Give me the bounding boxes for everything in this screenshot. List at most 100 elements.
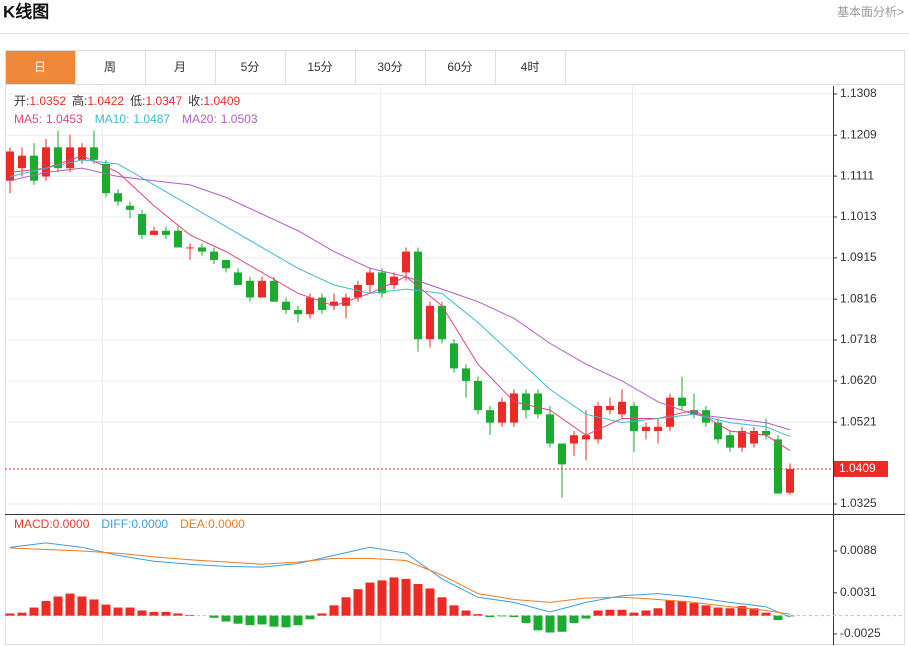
separators	[102, 86, 633, 645]
candle-body	[174, 230, 182, 248]
candle-body	[702, 410, 710, 423]
candle-body	[738, 430, 746, 448]
tab-label[interactable]: 4时	[521, 60, 540, 74]
y-tick-label: 1.1111	[840, 168, 874, 182]
ohlc-value: 1.0347	[145, 94, 182, 108]
legend-value: 0.0000	[208, 517, 245, 531]
legend-name: DEA:	[180, 517, 208, 531]
fundamental-link[interactable]: 基本面分析>	[837, 5, 904, 19]
candle-body	[594, 405, 602, 440]
macd-bar	[365, 582, 375, 616]
candle-body	[786, 468, 794, 493]
macd-bar	[341, 597, 351, 616]
tab[interactable]	[75, 50, 146, 85]
candle-body	[198, 247, 206, 252]
candle-body	[186, 247, 194, 249]
macd-bar	[317, 613, 327, 616]
last-price-box	[834, 460, 888, 477]
macd-bar	[5, 613, 15, 616]
candle-body	[222, 259, 230, 269]
candle-body	[426, 305, 434, 340]
y-tick-label: 1.0816	[840, 291, 877, 305]
candle-body	[486, 410, 494, 423]
macd-bar	[665, 600, 675, 616]
macd-bar	[209, 615, 219, 618]
macd-bar	[377, 580, 387, 616]
page-title: K线图	[3, 1, 49, 21]
macd-bar	[221, 615, 231, 622]
macd-bar	[425, 588, 435, 616]
candle-body	[126, 205, 134, 210]
y-tick-label: 1.0325	[840, 496, 877, 510]
macd-bar	[41, 600, 51, 616]
macd-bar	[137, 610, 147, 616]
macd-bar	[29, 607, 39, 616]
macd-bar	[401, 578, 411, 616]
indicator-line	[9, 547, 791, 615]
macd-bar	[773, 615, 783, 621]
tab-label[interactable]: 月	[174, 60, 186, 74]
candle-body	[678, 397, 686, 406]
legend-name: MA10:	[95, 112, 130, 126]
candle-body	[210, 251, 218, 260]
macd-bar	[53, 596, 63, 616]
macd-bar	[701, 605, 711, 616]
tab[interactable]	[5, 50, 76, 85]
macd-bar	[257, 615, 267, 625]
y-tick-label: 1.1209	[840, 127, 877, 141]
candle-body	[474, 380, 482, 411]
macd-bar	[785, 615, 795, 617]
y-tick-label: -0.0025	[840, 626, 881, 640]
candle-body	[654, 426, 662, 431]
tab-label[interactable]: 日	[34, 60, 46, 74]
y-tick-label: 1.0718	[840, 332, 877, 346]
macd-bar	[269, 615, 279, 627]
tab-label[interactable]: 30分	[377, 60, 402, 74]
macd-bar	[689, 603, 699, 616]
tab-label[interactable]: 15分	[307, 60, 332, 74]
macd-bar	[185, 614, 195, 616]
candle-body	[450, 343, 458, 369]
macd-bar	[437, 597, 447, 616]
candle-body	[306, 297, 314, 315]
candle-body	[246, 280, 254, 298]
candle-body	[102, 164, 110, 194]
candle-body	[378, 272, 386, 294]
macd-bar	[353, 589, 363, 616]
candle-body	[774, 439, 782, 494]
macd-bar	[305, 615, 315, 620]
candle-body	[294, 310, 302, 315]
candle-body	[42, 147, 50, 177]
last-price-label: 1.0409	[839, 461, 876, 475]
y-tick-label: 1.0915	[840, 250, 877, 264]
macd-bar	[617, 609, 627, 616]
macd-bar	[653, 608, 663, 616]
macd-bar	[449, 605, 459, 616]
macd-bar	[173, 613, 183, 616]
legend-value: 1.0453	[46, 112, 83, 126]
candle-body	[462, 368, 470, 381]
legend-name: MACD:	[14, 517, 53, 531]
macd-bar	[281, 615, 291, 628]
macd-bar	[77, 596, 87, 616]
macd-bar	[557, 615, 567, 632]
candle-body	[510, 393, 518, 423]
tab-label[interactable]: 周	[104, 60, 116, 74]
tab[interactable]	[145, 50, 216, 85]
macd-bar	[581, 615, 591, 619]
tab-label[interactable]: 5分	[241, 60, 260, 74]
candle-body	[726, 435, 734, 448]
candle-body	[234, 272, 242, 285]
macd-bar	[413, 584, 423, 616]
tab[interactable]	[495, 50, 566, 85]
macd-bar	[113, 607, 123, 616]
candle-body	[90, 147, 98, 160]
tab[interactable]	[285, 50, 356, 85]
tab-label[interactable]: 60分	[447, 60, 472, 74]
ohlc-label: 开:	[14, 94, 29, 108]
candle-body	[522, 393, 530, 411]
candle-body	[390, 276, 398, 285]
indicator-line	[9, 159, 791, 437]
legend-name: MA5:	[14, 112, 42, 126]
